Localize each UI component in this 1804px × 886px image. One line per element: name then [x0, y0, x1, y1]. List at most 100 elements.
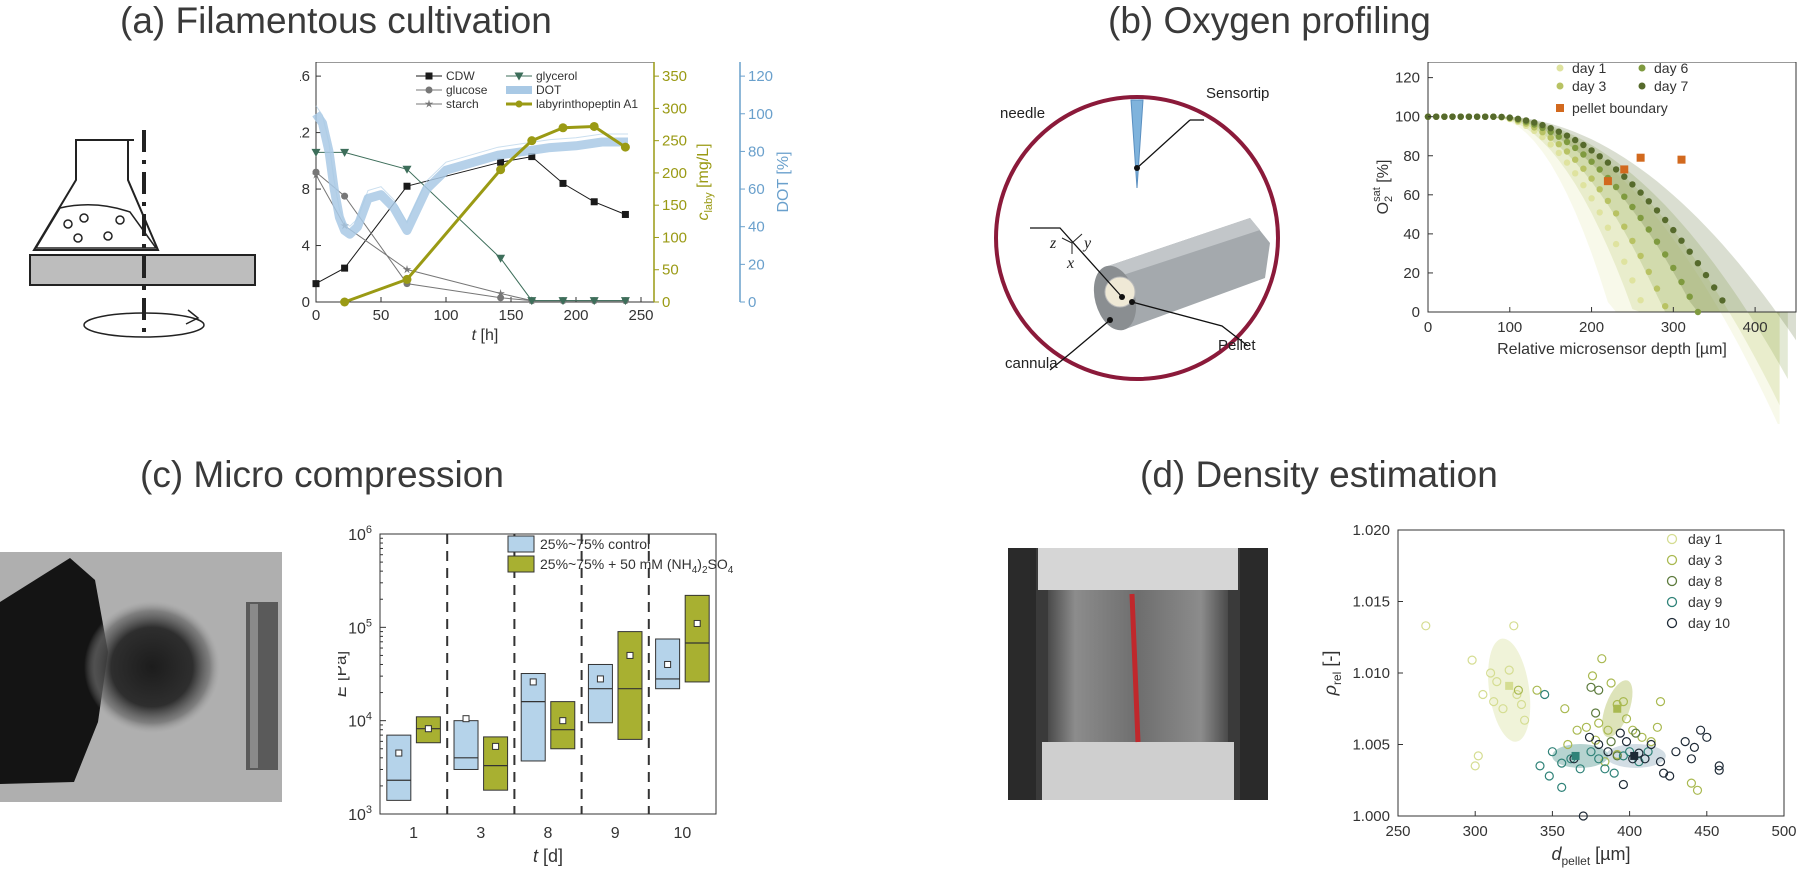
mean-marker: [1505, 681, 1514, 690]
data-point: [497, 158, 505, 166]
data-point: [1612, 240, 1620, 248]
data-point: [1467, 655, 1477, 665]
legend-marker: [1638, 64, 1646, 72]
y-tick-label: 1.005: [1352, 737, 1390, 754]
legend-marker: [514, 72, 524, 81]
y-tick-label: 103: [348, 804, 372, 824]
data-point: [1609, 768, 1619, 778]
y-right2-axis-label: DOT [%]: [775, 151, 792, 212]
data-point: [1692, 785, 1703, 795]
plot-frame: [1427, 62, 1797, 313]
legend-label: day 3: [1688, 552, 1722, 568]
data-point: [1606, 678, 1616, 688]
y-right2-tick-label: 80: [748, 143, 765, 160]
y-left-tick-label: 8: [302, 181, 310, 198]
y-tick-label: 40: [1403, 226, 1420, 243]
data-point: [1637, 189, 1644, 196]
data-point: [1600, 764, 1610, 774]
legend-label: glycerol: [536, 69, 577, 83]
data-point: [1621, 714, 1632, 724]
series-labyrinthopeptin-a1: [340, 121, 630, 307]
data-point: [1662, 303, 1669, 310]
data-point: [1473, 751, 1483, 761]
legend-swatch: [507, 535, 535, 553]
data-point: [1621, 258, 1628, 265]
data-point: [1652, 722, 1662, 732]
data-point: [311, 148, 321, 157]
x-tick-label: 9: [611, 825, 620, 842]
label-cannula: cannula: [1005, 355, 1058, 372]
y-right2-tick-label: 40: [748, 219, 765, 236]
data-point: [1470, 761, 1480, 771]
data-point: [340, 297, 350, 307]
data-point: [1513, 685, 1523, 695]
data-point: [1604, 224, 1612, 231]
data-point: [1702, 271, 1710, 279]
x-tick-label: 250: [1385, 823, 1410, 840]
data-point: [1596, 186, 1603, 193]
data-point: [402, 274, 412, 284]
box-mean: [395, 749, 403, 757]
y-right1-tick-label: 250: [662, 133, 687, 150]
legend: day 1 day 3 day 8 day 9 day 10: [1666, 531, 1730, 631]
data-point: [1686, 754, 1696, 764]
data-point: [1631, 728, 1641, 738]
data-point: [1563, 148, 1571, 155]
legend-marker: [515, 100, 523, 108]
data-point: [1645, 268, 1652, 275]
series-pellet-boundary: [1603, 153, 1686, 186]
y-axis-label: ρrel [-]: [1320, 651, 1344, 697]
x-tick-label: 150: [498, 307, 523, 324]
y-right2-tick-label: 20: [748, 256, 765, 273]
series-day-8: [1586, 682, 1641, 761]
x-tick-label: 100: [433, 307, 458, 324]
data-point: [1563, 132, 1571, 139]
data-point: [1478, 689, 1488, 700]
x-tick-label: 500: [1771, 823, 1796, 840]
data-point: [1441, 113, 1448, 120]
boundary-point: [1620, 165, 1629, 174]
series-line: [316, 151, 626, 302]
data-point: [1514, 115, 1522, 122]
legend-marker: [1666, 533, 1678, 545]
legend-item: day 1: [1666, 531, 1722, 547]
compression-modulus-chart: 103 104 105 106 E [Pa] 1 3 8 9 10 t [d] 25%~75% con…: [338, 524, 734, 866]
x-tick-label: 1: [409, 825, 418, 842]
data-point: [1621, 223, 1628, 230]
legend-label: labyrinthopeptin A1: [536, 97, 638, 111]
legend-marker: [425, 72, 433, 80]
legend-item: DOT: [506, 83, 562, 97]
legend-label: day 6: [1654, 62, 1688, 76]
uncertainty-band: [1493, 116, 1796, 341]
data-point: [590, 198, 598, 206]
data-point: [1421, 621, 1431, 631]
data-point: [1586, 747, 1596, 757]
data-point: [1696, 725, 1706, 735]
series-line: [315, 156, 626, 285]
y-tick-label: 1.020: [1352, 522, 1390, 539]
data-point: [1544, 771, 1554, 781]
data-point: [1560, 704, 1570, 714]
oxygen-sensor-diagram: Sensortip needle Pellet cannula z y x: [994, 85, 1280, 381]
y-tick-label: 1.000: [1352, 808, 1390, 825]
legend-label: starch: [446, 97, 479, 111]
legend-item: 25%~75% control: [507, 535, 650, 553]
data-point: [1612, 183, 1620, 191]
data-point: [1581, 722, 1591, 732]
legend-marker: [1556, 104, 1564, 112]
data-point: [1498, 704, 1508, 714]
mean-marker: [1571, 751, 1580, 760]
box-mean: [693, 619, 701, 627]
data-point: [1547, 125, 1554, 132]
y-left-tick-label: 16: [300, 68, 310, 85]
data-point: [1653, 285, 1661, 292]
data-point: [1587, 671, 1598, 681]
data-point: [1637, 732, 1647, 742]
data-point: [1640, 754, 1650, 764]
plot-frame: [379, 533, 717, 815]
data-point: [1563, 159, 1571, 166]
data-point: [1694, 308, 1702, 316]
data-point: [1653, 238, 1661, 245]
legend: 25%~75% control 25%~75% + 50 mM (NH4)2SO4: [507, 535, 734, 576]
legend-item: labyrinthopeptin A1: [506, 97, 638, 111]
